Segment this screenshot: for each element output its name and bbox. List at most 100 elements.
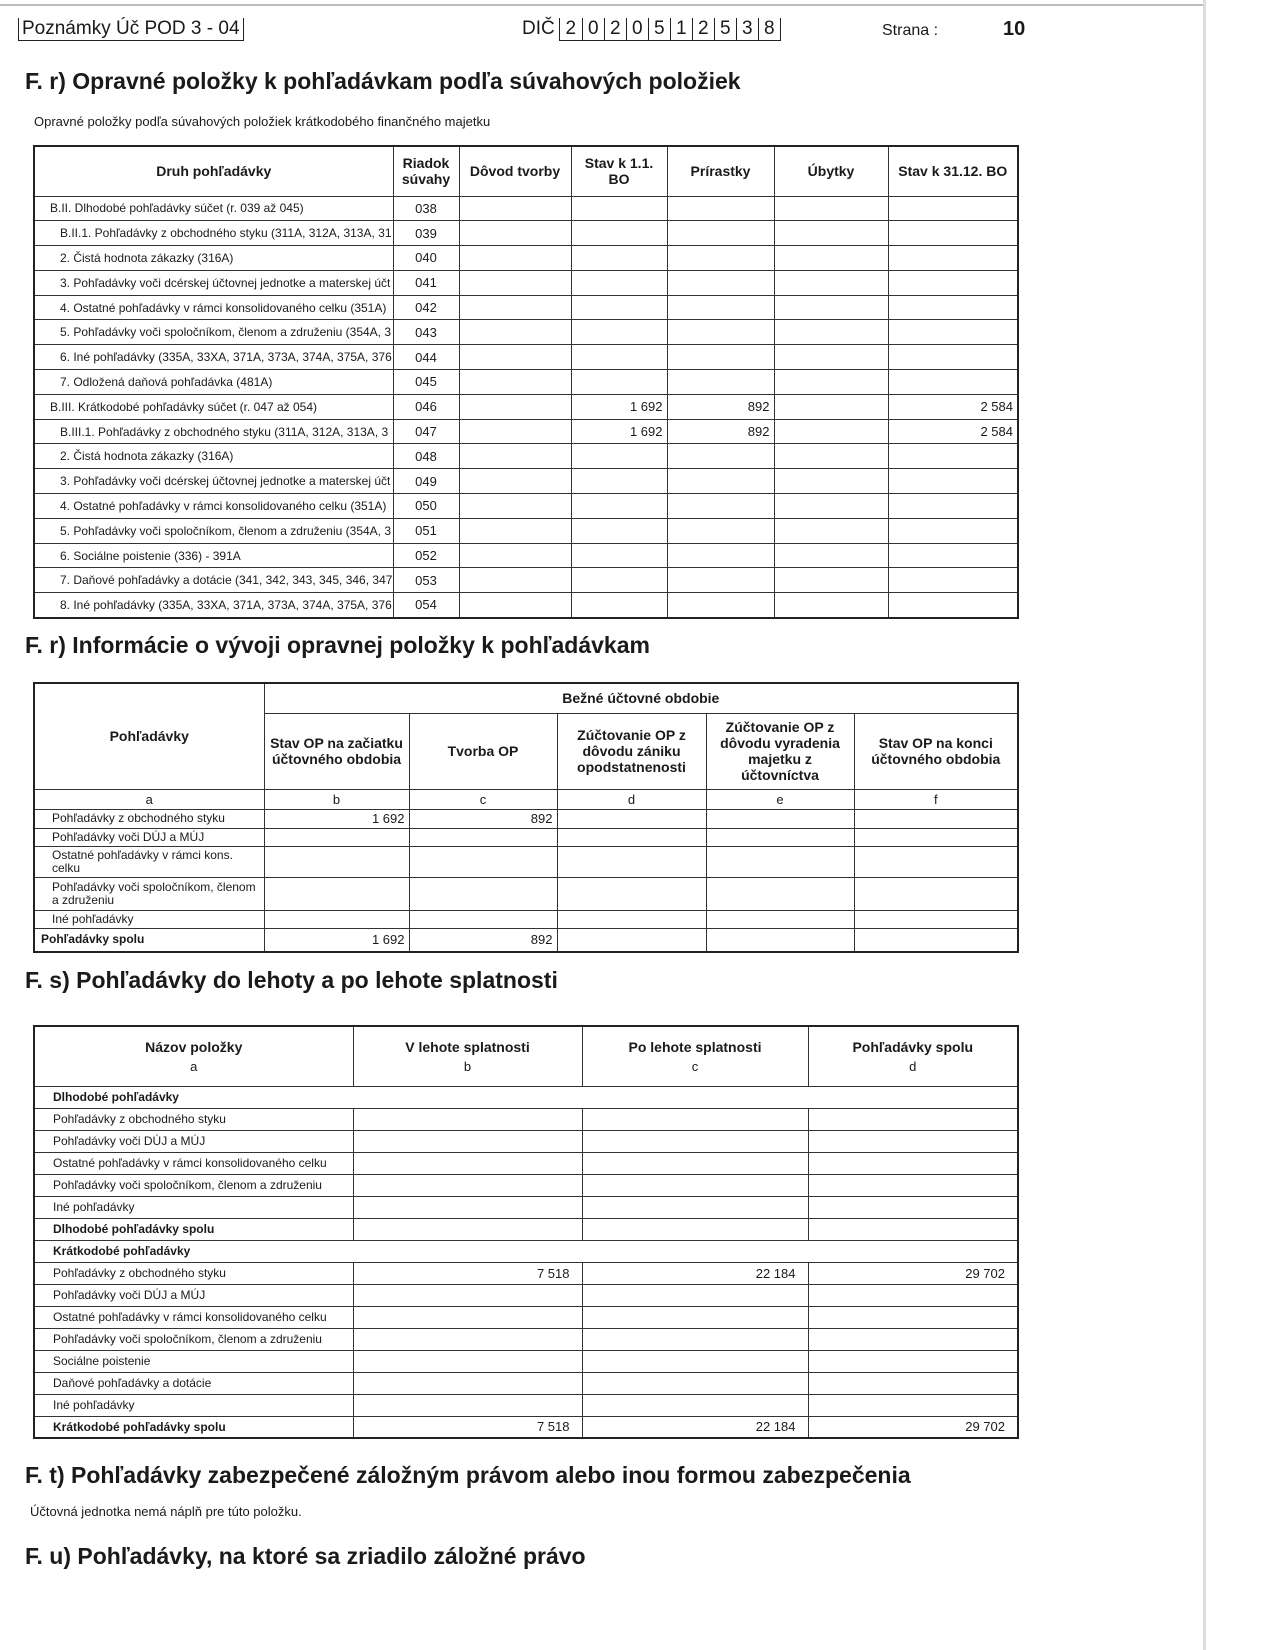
cell-value xyxy=(556,909,707,929)
table-row: Dlhodobé pohľadávky spolu xyxy=(33,1217,1019,1241)
cell-value xyxy=(352,1393,583,1417)
column-header: Pohľadávky spolu d xyxy=(807,1025,1019,1087)
cell-value: 1 692 xyxy=(263,927,410,953)
column-header: V lehote splatnosti b xyxy=(352,1025,583,1087)
cell-value xyxy=(853,876,1019,911)
dic-label: DIČ xyxy=(522,18,555,39)
table-row: 4. Ostatné pohľadávky v rámci konsolidov… xyxy=(33,294,1019,321)
table-row: Iné pohľadávky xyxy=(33,1195,1019,1219)
cell-start xyxy=(570,344,668,371)
cell-value xyxy=(556,927,707,953)
cell-end: 2 584 xyxy=(887,393,1019,420)
row-number: 044 xyxy=(392,344,460,371)
cell-end xyxy=(887,344,1019,371)
cell-value xyxy=(705,927,855,953)
table-row: Sociálne poistenie xyxy=(33,1349,1019,1373)
table-row: 4. Ostatné pohľadávky v rámci konsolidov… xyxy=(33,493,1019,519)
cell-value: 1 692 xyxy=(263,808,410,829)
column-header: Druh pohľadávky xyxy=(33,145,394,197)
cell-value xyxy=(705,876,855,911)
cell-value: 892 xyxy=(408,808,558,829)
cell-value xyxy=(807,1151,1019,1175)
cell-start xyxy=(570,542,668,569)
row-label: Iné pohľadávky xyxy=(33,1195,354,1219)
dic-digit: 2 xyxy=(565,18,577,39)
cell-value xyxy=(853,827,1019,847)
table-row: 5. Pohľadávky voči spoločníkom, členom a… xyxy=(33,319,1019,346)
column-letter: b xyxy=(263,788,410,810)
row-label: Dlhodobé pohľadávky xyxy=(33,1085,1019,1109)
cell-inc xyxy=(666,245,775,271)
cell-value xyxy=(556,845,707,878)
row-label: Dlhodobé pohľadávky spolu xyxy=(33,1217,354,1241)
row-label: Pohľadávky voči DÚJ a MÚJ xyxy=(33,1129,354,1153)
cell-value xyxy=(807,1129,1019,1153)
cell-dec xyxy=(773,245,889,271)
table-row: B.II.1. Pohľadávky z obchodného styku (3… xyxy=(33,220,1019,247)
table-row: 6. Iné pohľadávky (335A, 33XA, 371A, 373… xyxy=(33,344,1019,371)
cell-value xyxy=(705,827,855,847)
cell-start: 1 692 xyxy=(570,393,668,420)
cell-value xyxy=(408,876,558,911)
cell-value xyxy=(352,1283,583,1307)
cell-value xyxy=(556,808,707,829)
table-row: Pohľadávky z obchodného styku xyxy=(33,1107,1019,1131)
section-title: F. r) Informácie o vývoji opravnej polož… xyxy=(25,632,650,658)
row-label: Pohľadávky voči DÚJ a MÚJ xyxy=(33,827,265,847)
column-header: Stav OP na konci účtovného obdobia xyxy=(853,712,1019,790)
cell-inc xyxy=(666,195,775,222)
cell-inc xyxy=(666,369,775,395)
row-label: Krátkodobé pohľadávky xyxy=(33,1239,1019,1263)
dic-digit: 0 xyxy=(625,18,648,40)
row-label: 5. Pohľadávky voči spoločníkom, členom a… xyxy=(33,517,394,544)
cell-value xyxy=(352,1305,583,1329)
cell-start xyxy=(570,319,668,346)
dic-digit: 3 xyxy=(735,18,758,40)
cell-start xyxy=(570,269,668,296)
table-row: 3. Pohľadávky voči dcérskej účtovnej jed… xyxy=(33,468,1019,495)
cell-value xyxy=(352,1349,583,1373)
cell-end xyxy=(887,517,1019,544)
cell-inc xyxy=(666,493,775,519)
column-header: Po lehote splatnosti c xyxy=(581,1025,809,1087)
table-row: 7. Odložená daňová pohľadávka (481A) 045 xyxy=(33,369,1019,395)
column-letter: d xyxy=(909,1058,917,1074)
cell-value xyxy=(556,876,707,911)
cell-inc xyxy=(666,567,775,594)
cell-value xyxy=(807,1195,1019,1219)
table-row: Pohľadávky voči spoločníkom, členom a zd… xyxy=(33,876,1019,911)
column-header: Dôvod tvorby xyxy=(458,145,572,197)
cell-value: 7 518 xyxy=(352,1261,583,1285)
cell-dovod xyxy=(458,493,572,519)
column-title: Názov položky xyxy=(145,1038,243,1055)
row-label: 2. Čistá hodnota zákazky (316A) xyxy=(33,245,394,271)
cell-dovod xyxy=(458,344,572,371)
cell-value: 22 184 xyxy=(581,1261,809,1285)
cell-dovod xyxy=(458,294,572,321)
row-number: 048 xyxy=(392,443,460,470)
cell-value xyxy=(705,845,855,878)
row-number: 043 xyxy=(392,319,460,346)
cell-value: 29 702 xyxy=(807,1261,1019,1285)
row-label: Pohľadávky z obchodného styku xyxy=(33,1261,354,1285)
dic-digit: 0 xyxy=(581,18,604,40)
cell-dec xyxy=(773,493,889,519)
table-row: 7. Daňové pohľadávky a dotácie (341, 342… xyxy=(33,567,1019,594)
cell-end xyxy=(887,269,1019,296)
cell-value xyxy=(581,1129,809,1153)
row-label: 3. Pohľadávky voči dcérskej účtovnej jed… xyxy=(33,269,394,296)
row-label: Pohľadávky voči spoločníkom, členom a zd… xyxy=(33,1173,354,1197)
row-number: 054 xyxy=(392,592,460,619)
cell-dovod xyxy=(458,369,572,395)
table-row: 2. Čistá hodnota zákazky (316A) 040 xyxy=(33,245,1019,271)
cell-end xyxy=(887,493,1019,519)
column-header: Riadok súvahy xyxy=(392,145,460,197)
column-letter: d xyxy=(556,788,707,810)
cell-start: 1 692 xyxy=(570,418,668,445)
cell-value xyxy=(581,1195,809,1219)
row-label: 7. Odložená daňová pohľadávka (481A) xyxy=(33,369,394,395)
row-label: Iné pohľadávky xyxy=(33,1393,354,1417)
column-title: Pohľadávky spolu xyxy=(852,1038,974,1055)
row-number: 047 xyxy=(392,418,460,445)
